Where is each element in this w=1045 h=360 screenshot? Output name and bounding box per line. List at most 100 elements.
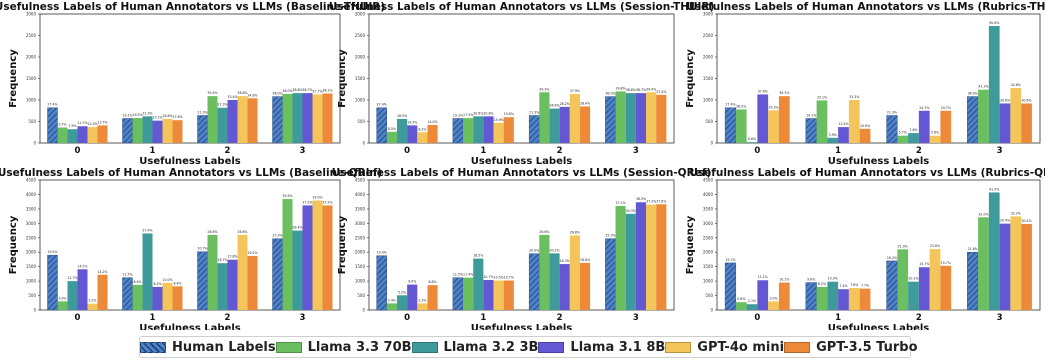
bar xyxy=(417,303,428,310)
bar xyxy=(217,107,228,143)
bar xyxy=(559,264,570,310)
legend-swatch xyxy=(538,341,565,353)
bar-label: 9.0% xyxy=(408,280,416,284)
legend-item: Llama 3.1 8B xyxy=(538,340,665,355)
bar-label: 30.4% xyxy=(1021,219,1031,223)
bar-label: 17.1% xyxy=(152,116,162,120)
bar xyxy=(57,301,68,310)
bar-label: 18.6% xyxy=(162,114,172,118)
bar xyxy=(635,93,647,143)
bar xyxy=(988,26,1000,143)
bar xyxy=(886,260,898,311)
bar-label: 7.4% xyxy=(839,284,847,288)
bar-label: 26.6% xyxy=(237,230,247,234)
plot-frame xyxy=(716,179,1041,311)
bar-label: 90.6% xyxy=(989,21,999,25)
bar xyxy=(483,116,494,143)
bar xyxy=(493,280,504,310)
bar xyxy=(656,204,667,310)
bar xyxy=(152,286,163,310)
y-tick-label: 3000 xyxy=(355,12,366,17)
y-tick-label: 1000 xyxy=(355,98,366,103)
bar-label: 39.3% xyxy=(539,87,549,91)
bar-label: 16.8% xyxy=(580,258,590,262)
y-tick-label: 1500 xyxy=(26,76,37,81)
chart-panel: Usefulness Labels of Human Annotators vs… xyxy=(329,1,715,167)
bar-label: 41.5% xyxy=(989,187,999,191)
bar-label: 8.5% xyxy=(388,127,396,131)
bar xyxy=(247,98,258,143)
bar-label: 36.0% xyxy=(968,92,978,96)
bar-label: 19.2% xyxy=(247,251,257,255)
bar xyxy=(172,286,183,310)
bar-label: 17.6% xyxy=(172,115,182,119)
bar xyxy=(528,253,540,311)
bar-label: 38.1% xyxy=(322,89,332,93)
bar-label: 11.4% xyxy=(463,273,473,277)
bar-label: 38.7% xyxy=(302,88,312,92)
bar xyxy=(386,131,397,143)
y-tick-label: 3000 xyxy=(703,221,714,226)
bar-label: 10.7% xyxy=(483,275,493,279)
bar xyxy=(757,280,769,310)
bar-label: 28.4% xyxy=(292,226,302,230)
bar-label: 42.6% xyxy=(1011,83,1021,87)
chart-panel: Usefulness Labels of Human Annotators vs… xyxy=(685,1,1045,167)
chart-title: Usefulness Labels of Human Annotators vs… xyxy=(0,1,385,13)
bar xyxy=(746,142,758,143)
bar-label: 13.7% xyxy=(97,120,107,124)
bar-label: 16.2% xyxy=(887,256,897,260)
bar-label: 38.3% xyxy=(636,197,646,201)
bar xyxy=(207,234,218,310)
bar xyxy=(724,107,737,144)
bar-label: 27.4% xyxy=(47,103,57,107)
bar xyxy=(217,263,228,310)
y-tick-label: 3000 xyxy=(703,12,714,17)
bar-label: 12.7% xyxy=(77,121,87,125)
y-tick-label: 1000 xyxy=(703,279,714,284)
bar-label: 35.9% xyxy=(207,91,217,95)
bar xyxy=(569,93,580,143)
x-tick-label: 1 xyxy=(150,146,156,156)
y-tick-label: 2500 xyxy=(355,235,366,240)
x-tick-label: 0 xyxy=(75,313,81,323)
bar xyxy=(988,192,1000,310)
y-tick-label: 2000 xyxy=(355,250,366,255)
bar-label: 24.7% xyxy=(941,106,951,110)
bar-label: 14.5% xyxy=(407,120,417,124)
bar xyxy=(646,204,657,310)
bar xyxy=(827,137,839,143)
bar xyxy=(322,205,333,310)
bar-label: 26.8% xyxy=(570,230,580,234)
x-tick-label: 2 xyxy=(225,146,231,156)
y-tick-label: 3500 xyxy=(703,206,714,211)
bar-label: 36.8% xyxy=(237,91,247,95)
bar xyxy=(848,288,860,310)
bar xyxy=(967,252,979,311)
bar xyxy=(417,132,428,143)
bar-label: 3.0% xyxy=(769,296,777,300)
bar-label: 32.2% xyxy=(1011,211,1021,215)
bar xyxy=(142,233,153,310)
bar xyxy=(282,199,293,310)
bar xyxy=(528,115,540,144)
legend-label: GPT-4o mini xyxy=(697,339,785,355)
bar-label: 21.3% xyxy=(887,110,897,114)
y-tick-label: 500 xyxy=(28,119,36,124)
bar xyxy=(735,302,747,310)
y-tick-label: 1000 xyxy=(355,279,366,284)
bar-label: 20.0% xyxy=(529,249,539,253)
bar-label: 36.0% xyxy=(605,92,615,96)
bar xyxy=(503,117,514,143)
bar-label: 25.3% xyxy=(272,234,282,238)
y-tick-label: 4500 xyxy=(703,178,714,183)
bar-label: 37.6% xyxy=(656,199,666,203)
chart-grid: Usefulness Labels of Human Annotators vs… xyxy=(0,1,1045,330)
y-tick-label: 0 xyxy=(33,141,36,146)
bar-label: 22.3% xyxy=(142,111,152,115)
bar-label: 12.3% xyxy=(87,122,97,126)
y-tick-label: 2500 xyxy=(26,235,37,240)
bar xyxy=(282,93,293,143)
bar-label: 30.6% xyxy=(1000,98,1010,102)
bar xyxy=(87,303,98,310)
